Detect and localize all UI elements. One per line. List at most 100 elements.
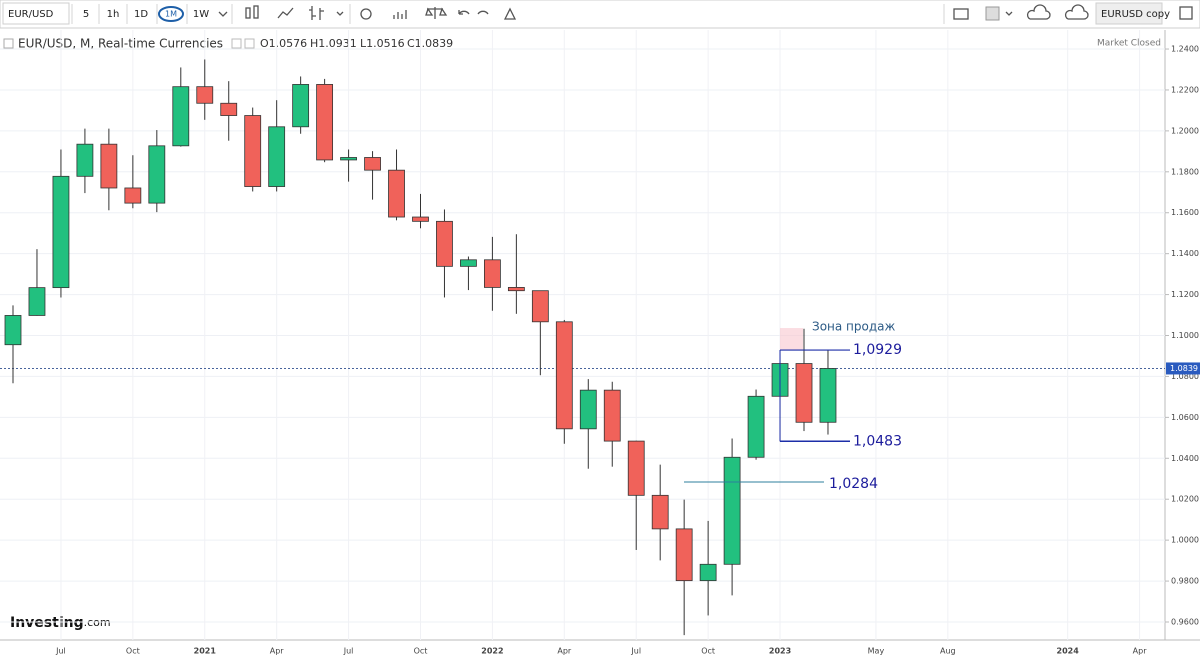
candle-body (28, 287, 46, 316)
interval-button[interactable]: 1M (165, 10, 177, 19)
x-tick-label: Jul (630, 647, 641, 656)
x-tick-label: Jul (343, 647, 354, 656)
y-tick-label: 1.0600 (1171, 413, 1199, 422)
candle-body (795, 363, 813, 423)
interval-button[interactable]: 5 (83, 9, 89, 20)
color-icon[interactable] (985, 6, 1000, 21)
dropdown-arrow[interactable] (336, 11, 344, 16)
candle-body (244, 115, 262, 187)
logo-brand: Investing (10, 615, 84, 631)
fullscreen-icon[interactable] (1179, 6, 1193, 20)
y-tick-label: 0.9800 (1171, 577, 1199, 586)
camera-icon[interactable] (953, 8, 969, 20)
candle-body (603, 389, 621, 442)
bars-icon[interactable] (309, 6, 324, 20)
alert-icon[interactable] (503, 7, 517, 20)
candle-body (52, 175, 70, 289)
annotation-label: 1,0284 (829, 476, 878, 492)
y-tick-label: 1.1600 (1171, 208, 1199, 217)
candle-body (388, 169, 405, 218)
redo-icon[interactable] (477, 10, 489, 15)
sell-zone (780, 328, 803, 351)
ohlc-value: H1.0931 (310, 37, 357, 50)
symbol-box[interactable] (2, 2, 70, 25)
indicators-icon[interactable] (393, 10, 407, 19)
toolbar-bg (0, 0, 1200, 29)
candle-body (220, 102, 238, 116)
candle-body (100, 143, 118, 189)
y-tick-label: 1.0400 (1171, 454, 1199, 463)
logo-suffix: .com (84, 616, 111, 629)
x-tick-label: Jul (55, 647, 66, 656)
y-tick-label: 1.1800 (1171, 167, 1199, 176)
candle-body (507, 287, 525, 292)
x-tick-label: 2022 (481, 647, 503, 656)
x-tick-label: Apr (557, 647, 572, 656)
interval-group: 5 1h 1D 1M 1W (71, 4, 209, 24)
candle-body (364, 157, 381, 171)
candle-body (196, 86, 214, 104)
y-tick-label: 1.1200 (1171, 290, 1199, 299)
candle-body (675, 528, 693, 582)
y-tick-label: 1.2400 (1171, 45, 1199, 54)
ohlc-value: L1.0516 (360, 37, 405, 50)
x-tick-label: Oct (414, 647, 428, 656)
annotation-label: 1,0929 (853, 342, 902, 358)
layout-name[interactable]: EURUSD copy (1101, 9, 1170, 20)
annotation-label: 1,0483 (853, 433, 902, 449)
y-tick-label: 1.1000 (1171, 331, 1199, 340)
candle-body (699, 563, 717, 582)
current-price-label: 1.0839 (1170, 364, 1198, 373)
layout-box[interactable] (1095, 2, 1163, 25)
compare-icon[interactable] (425, 7, 448, 19)
x-tick-label: Oct (701, 647, 715, 656)
y-tick-label: 1.0200 (1171, 495, 1199, 504)
candle-body (412, 216, 429, 222)
x-tick-label: 2023 (769, 647, 791, 656)
candle-body (579, 389, 597, 430)
header-icon[interactable] (231, 38, 242, 49)
candle-body (340, 157, 357, 161)
candle-body (268, 126, 286, 187)
interval-button[interactable]: 1W (193, 9, 209, 20)
header-icon[interactable] (244, 38, 255, 49)
current-price-box (1166, 362, 1200, 375)
x-tick-label: Apr (1133, 647, 1148, 656)
active-interval-ring (158, 6, 184, 22)
zone-label: Зона продаж (812, 320, 896, 334)
y-tick-label: 1.2200 (1171, 85, 1199, 94)
market-status: Market Closed (1097, 39, 1161, 49)
line-icon[interactable] (277, 7, 294, 19)
candle-body (531, 290, 549, 323)
cloud-save-icon[interactable] (1064, 4, 1089, 20)
ohlc-readout: O1.0576 H1.0931 L1.0516 C1.0839 (260, 37, 453, 50)
dropdown-arrow[interactable] (1005, 11, 1013, 16)
logo: Investing.com (10, 615, 111, 631)
candle-body (627, 440, 645, 496)
y-tick-label: 1.1400 (1171, 249, 1199, 258)
x-tick-label: May (868, 647, 885, 656)
candle-body (436, 220, 453, 267)
settings-icon[interactable] (360, 8, 372, 20)
y-tick-label: 1.2000 (1171, 126, 1199, 135)
candle-body (292, 84, 310, 128)
symbol[interactable]: EUR/USD (8, 9, 54, 20)
collapse-icon[interactable] (3, 38, 14, 49)
interval-button[interactable]: 1h (107, 9, 120, 20)
x-tick-label: 2021 (194, 647, 217, 656)
y-tick-label: 0.9600 (1171, 617, 1199, 626)
candle-body (172, 86, 190, 147)
ohlc-value: O1.0576 (260, 37, 307, 50)
undo-icon[interactable] (458, 10, 470, 15)
chart-type-icon[interactable] (245, 5, 259, 19)
chart-title: EUR/USD, M, Real-time Currencies (18, 37, 223, 51)
candle-body (316, 84, 334, 161)
cloud-load-icon[interactable] (1026, 4, 1051, 20)
candle-body (747, 395, 765, 458)
dropdown-arrow[interactable] (218, 11, 228, 17)
candle-body (651, 494, 669, 530)
interval-button[interactable]: 1D (134, 9, 148, 20)
toolbar: EUR/USD 5 1h 1D 1M 1W EURUSD copy (0, 0, 1200, 29)
